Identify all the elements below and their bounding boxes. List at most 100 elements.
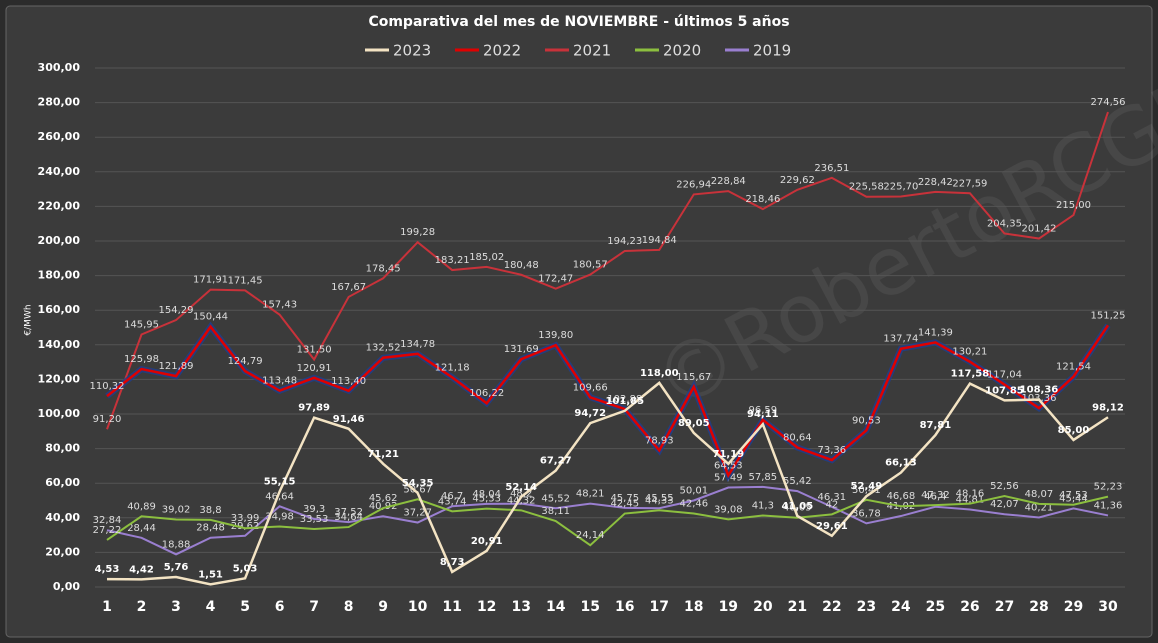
data-label: 47,32	[921, 490, 950, 501]
x-tick-label: 1	[102, 599, 112, 615]
data-label: 90,53	[852, 415, 881, 426]
data-label: 8,73	[440, 557, 465, 568]
y-tick-label: 260,00	[38, 130, 81, 143]
data-label: 46,68	[887, 491, 916, 502]
data-label: 225,70	[883, 182, 918, 193]
data-label: 117,58	[951, 369, 990, 380]
data-label: 34,64	[334, 512, 363, 523]
data-label: 172,47	[538, 274, 573, 285]
data-label: 47,53	[1059, 490, 1088, 501]
x-tick-label: 6	[275, 599, 285, 615]
data-label: 94,11	[747, 409, 779, 420]
data-label: 55,15	[264, 477, 296, 488]
data-label: 48,07	[1025, 489, 1054, 500]
data-label: 180,57	[573, 260, 608, 271]
data-label: 39,3	[303, 504, 325, 515]
data-label: 98,12	[1092, 402, 1124, 413]
data-label: 67,27	[540, 456, 572, 467]
x-tick-label: 24	[891, 599, 911, 615]
data-label: 225,58	[849, 182, 884, 193]
data-label: 139,80	[538, 330, 573, 341]
data-label: 57,85	[749, 472, 778, 483]
legend-label: 2019	[753, 42, 791, 60]
data-label: 41,05	[782, 501, 814, 512]
x-tick-label: 14	[546, 599, 566, 615]
x-tick-label: 4	[206, 599, 216, 615]
y-tick-label: 80,00	[45, 442, 80, 455]
y-tick-label: 200,00	[38, 234, 81, 247]
data-label: 89,05	[678, 418, 710, 429]
data-label: 34,98	[265, 511, 294, 522]
data-label: 121,18	[435, 362, 470, 373]
x-tick-label: 23	[857, 599, 876, 615]
data-label: 154,29	[159, 305, 194, 316]
data-label: 180,48	[504, 260, 539, 271]
series-line	[106, 111, 1109, 430]
data-label: 157,43	[262, 300, 297, 311]
data-label: 48,04	[472, 489, 501, 500]
data-label: 4,53	[95, 564, 120, 575]
data-label: 42,46	[679, 499, 708, 510]
x-tick-label: 19	[719, 599, 738, 615]
series-line	[106, 485, 1109, 556]
data-label: 52,23	[1094, 482, 1123, 493]
data-label: 96,59	[749, 405, 778, 416]
data-label: 39,02	[162, 504, 191, 515]
data-label: 274,56	[1091, 97, 1126, 108]
data-label: 44,81	[956, 494, 985, 505]
data-label: 41,36	[1094, 500, 1123, 511]
y-tick-label: 240,00	[38, 165, 81, 178]
x-tick-label: 21	[788, 599, 807, 615]
data-label: 42,45	[610, 499, 639, 510]
data-label: 171,45	[228, 275, 263, 286]
legend-label: 2020	[663, 42, 701, 60]
data-label: 134,78	[400, 339, 435, 350]
data-label: 48,16	[956, 489, 985, 500]
data-label: 118,00	[640, 368, 679, 379]
x-tick-label: 12	[477, 599, 496, 615]
data-label: 36,78	[852, 508, 881, 519]
x-tick-label: 28	[1029, 599, 1048, 615]
data-label: 45,62	[369, 493, 398, 504]
x-tick-label: 30	[1098, 599, 1118, 615]
data-label: 42	[825, 499, 838, 510]
data-label: 45,75	[610, 493, 639, 504]
y-tick-label: 300,00	[38, 61, 81, 74]
y-axis-label: €/MWh	[24, 304, 34, 335]
data-label: 125,98	[124, 354, 159, 365]
y-tick-label: 220,00	[38, 199, 81, 212]
data-label: 194,84	[642, 235, 677, 246]
data-label: 45,33	[472, 494, 501, 505]
data-label: 91,20	[93, 414, 122, 425]
data-label: 91,46	[333, 414, 365, 425]
data-label: 80,64	[783, 432, 812, 443]
data-label: 183,21	[435, 255, 470, 266]
data-label: 38,11	[541, 506, 570, 517]
data-label: 32,84	[93, 515, 122, 526]
data-label: 41,3	[752, 501, 774, 512]
data-label: 48,2	[510, 489, 532, 500]
data-label: 117,04	[987, 370, 1022, 381]
data-label: 141,39	[918, 327, 953, 338]
data-label: 115,67	[676, 372, 711, 383]
data-label: 151,25	[1091, 310, 1126, 321]
x-tick-label: 18	[684, 599, 703, 615]
data-label: 28,48	[196, 523, 225, 534]
data-label: 33,99	[231, 513, 260, 524]
data-label: 228,84	[711, 176, 746, 187]
data-label: 42,07	[990, 499, 1019, 510]
legend-label: 2023	[393, 42, 431, 60]
data-label: 71,19	[712, 449, 744, 460]
data-label: 113,48	[262, 376, 297, 387]
chart-frame	[5, 5, 1153, 638]
y-tick-label: 280,00	[38, 96, 81, 109]
data-label: 50,01	[679, 485, 708, 496]
data-label: 97,89	[298, 403, 330, 414]
series-line	[106, 324, 1110, 479]
data-label: 50,67	[403, 484, 432, 495]
x-tick-label: 22	[822, 599, 841, 615]
legend-label: 2022	[483, 42, 521, 60]
series-line	[106, 381, 1109, 586]
data-label: 40,92	[369, 501, 398, 512]
x-tick-label: 3	[171, 599, 181, 615]
